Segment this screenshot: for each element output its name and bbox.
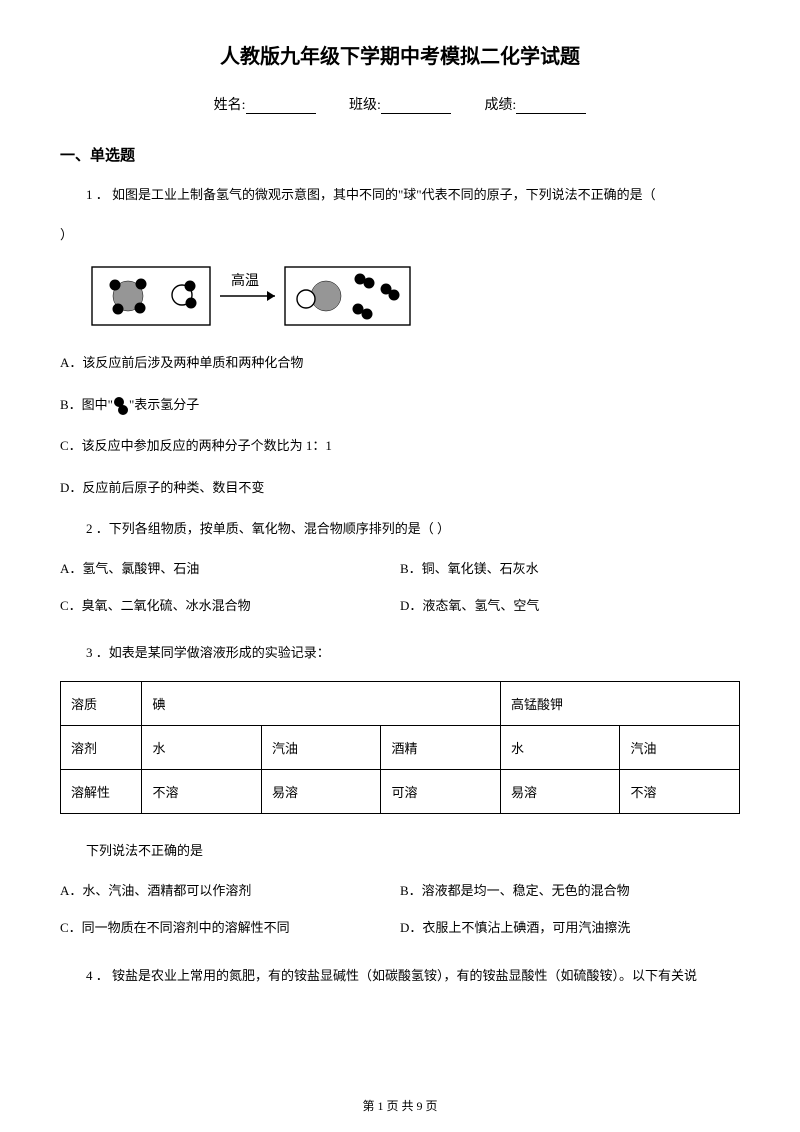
q1-option-a[interactable]: A．该反应前后涉及两种单质和两种化合物 xyxy=(60,351,740,374)
exam-title: 人教版九年级下学期中考模拟二化学试题 xyxy=(60,40,740,69)
cell: 溶剂 xyxy=(61,726,142,770)
cell: 溶解性 xyxy=(61,770,142,814)
section-1-heading: 一、单选题 xyxy=(60,144,740,165)
cell: 高锰酸钾 xyxy=(500,682,739,726)
name-label: 姓名: xyxy=(214,98,246,113)
name-blank[interactable] xyxy=(246,100,316,114)
cell: 碘 xyxy=(142,682,501,726)
class-label: 班级: xyxy=(349,98,381,113)
cell: 不溶 xyxy=(620,770,740,814)
q1-optB-post: "表示氢分子 xyxy=(129,397,199,412)
q3-substem: 下列说法不正确的是 xyxy=(60,839,740,864)
cell: 易溶 xyxy=(500,770,620,814)
q2-option-d[interactable]: D．液态氧、氢气、空气 xyxy=(400,594,740,617)
q2-option-a[interactable]: A．氢气、氯酸钾、石油 xyxy=(60,557,400,580)
q3-table: 溶质 碘 高锰酸钾 溶剂 水 汽油 酒精 水 汽油 溶解性 不溶 易溶 可溶 易… xyxy=(60,681,740,814)
table-row: 溶解性 不溶 易溶 可溶 易溶 不溶 xyxy=(61,770,740,814)
cell: 溶质 xyxy=(61,682,142,726)
table-row: 溶质 碘 高锰酸钾 xyxy=(61,682,740,726)
q1-option-d[interactable]: D．反应前后原子的种类、数目不变 xyxy=(60,476,740,499)
cell: 水 xyxy=(142,726,262,770)
q1-stem: 1 ． 如图是工业上制备氢气的微观示意图，其中不同的"球"代表不同的原子，下列说… xyxy=(60,183,740,208)
h2-molecule-icon xyxy=(113,396,129,416)
q2-stem: 2 ．下列各组物质，按单质、氧化物、混合物顺序排列的是（ ） xyxy=(60,517,740,542)
q2-option-c[interactable]: C．臭氧、二氧化硫、冰水混合物 xyxy=(60,594,400,617)
cell: 水 xyxy=(500,726,620,770)
q3-option-d[interactable]: D．衣服上不慎沾上碘酒，可用汽油擦洗 xyxy=(400,916,740,939)
q3-stem: 3 ．如表是某同学做溶液形成的实验记录： xyxy=(60,641,740,666)
student-info-line: 姓名: 班级: 成绩: xyxy=(60,94,740,114)
score-label: 成绩: xyxy=(484,98,516,113)
q1-option-c[interactable]: C．该反应中参加反应的两种分子个数比为 1：1 xyxy=(60,434,740,457)
cell: 可溶 xyxy=(381,770,501,814)
q1-optB-pre: B．图中" xyxy=(60,397,113,412)
table-row: 溶剂 水 汽油 酒精 水 汽油 xyxy=(61,726,740,770)
cell: 汽油 xyxy=(620,726,740,770)
cell: 不溶 xyxy=(142,770,262,814)
q1-reaction-diagram: 高温 xyxy=(90,259,740,331)
q2-option-b[interactable]: B．铜、氧化镁、石灰水 xyxy=(400,557,740,580)
class-blank[interactable] xyxy=(381,100,451,114)
q1-option-b[interactable]: B．图中" "表示氢分子 xyxy=(60,393,740,416)
arrow-label: 高温 xyxy=(231,272,259,289)
q3-option-c[interactable]: C．同一物质在不同溶剂中的溶解性不同 xyxy=(60,916,400,939)
score-blank[interactable] xyxy=(516,100,586,114)
q3-option-b[interactable]: B．溶液都是均一、稳定、无色的混合物 xyxy=(400,879,740,902)
cell: 汽油 xyxy=(261,726,381,770)
q1-paren-close: ） xyxy=(60,223,740,248)
cell: 酒精 xyxy=(381,726,501,770)
q4-stem: 4 ． 铵盐是农业上常用的氮肥，有的铵盐显碱性（如碳酸氢铵），有的铵盐显酸性（如… xyxy=(60,964,740,989)
cell: 易溶 xyxy=(261,770,381,814)
q3-option-a[interactable]: A．水、汽油、酒精都可以作溶剂 xyxy=(60,879,400,902)
page-footer: 第 1 页 共 9 页 xyxy=(0,1097,800,1114)
